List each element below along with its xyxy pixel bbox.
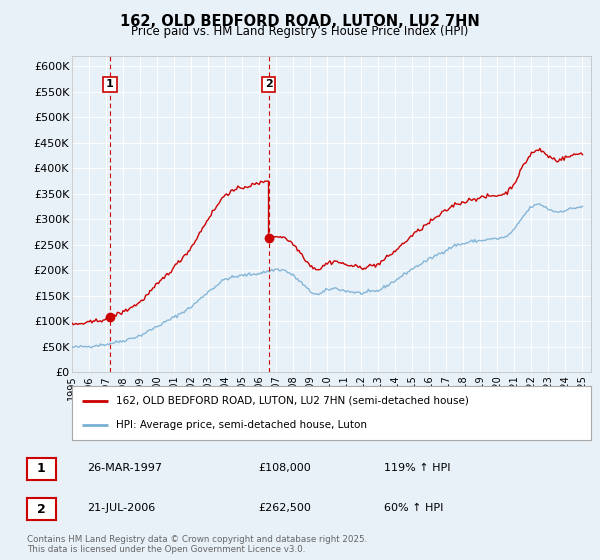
Text: 2: 2 [37, 502, 46, 516]
Text: 1: 1 [106, 80, 114, 90]
Text: 162, OLD BEDFORD ROAD, LUTON, LU2 7HN: 162, OLD BEDFORD ROAD, LUTON, LU2 7HN [120, 14, 480, 29]
Text: Price paid vs. HM Land Registry’s House Price Index (HPI): Price paid vs. HM Land Registry’s House … [131, 25, 469, 38]
Text: 119% ↑ HPI: 119% ↑ HPI [384, 463, 451, 473]
Text: 26-MAR-1997: 26-MAR-1997 [87, 463, 162, 473]
Text: Contains HM Land Registry data © Crown copyright and database right 2025.
This d: Contains HM Land Registry data © Crown c… [27, 535, 367, 554]
Text: £262,500: £262,500 [258, 503, 311, 513]
Text: 60% ↑ HPI: 60% ↑ HPI [384, 503, 443, 513]
Text: 1: 1 [37, 462, 46, 475]
Text: £108,000: £108,000 [258, 463, 311, 473]
Text: 162, OLD BEDFORD ROAD, LUTON, LU2 7HN (semi-detached house): 162, OLD BEDFORD ROAD, LUTON, LU2 7HN (s… [116, 396, 469, 406]
Text: 2: 2 [265, 80, 272, 90]
Text: 21-JUL-2006: 21-JUL-2006 [87, 503, 155, 513]
Text: HPI: Average price, semi-detached house, Luton: HPI: Average price, semi-detached house,… [116, 420, 367, 430]
